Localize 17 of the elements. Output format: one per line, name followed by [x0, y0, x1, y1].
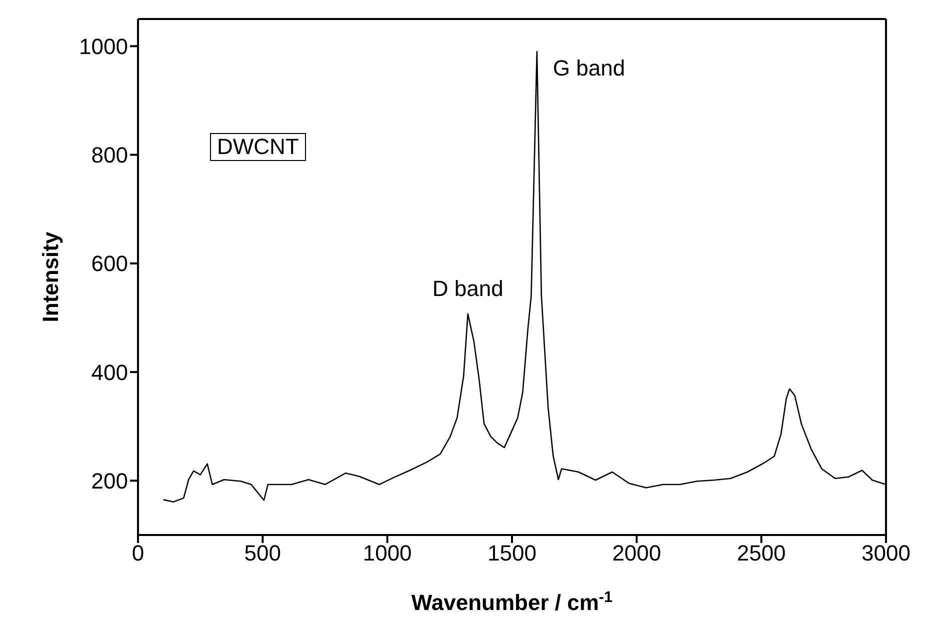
- annotation: G band: [552, 56, 626, 81]
- x-tick-label: 500: [244, 540, 282, 566]
- annotation: D band: [432, 276, 504, 301]
- y-tick-label: 400: [91, 360, 128, 385]
- y-tick-label: 800: [91, 142, 128, 168]
- x-tick-label: 2000: [612, 540, 662, 566]
- x-tick-label: 0: [132, 540, 144, 566]
- y-tick-label: 200: [91, 468, 128, 494]
- x-axis-title: Wavenumber / cm$^{-1}$: [411, 588, 614, 615]
- y-axis-title: Intensity: [38, 231, 63, 322]
- x-tick-label: 1000: [362, 540, 412, 566]
- x-tick-label: 1500: [488, 540, 536, 566]
- x-tick-label: 2500: [736, 540, 786, 566]
- y-tick-label: 1000: [79, 34, 128, 59]
- x-tick-label: 3000: [862, 540, 910, 566]
- annotation: DWCNT: [210, 133, 306, 161]
- y-tick-label: 600: [91, 251, 128, 276]
